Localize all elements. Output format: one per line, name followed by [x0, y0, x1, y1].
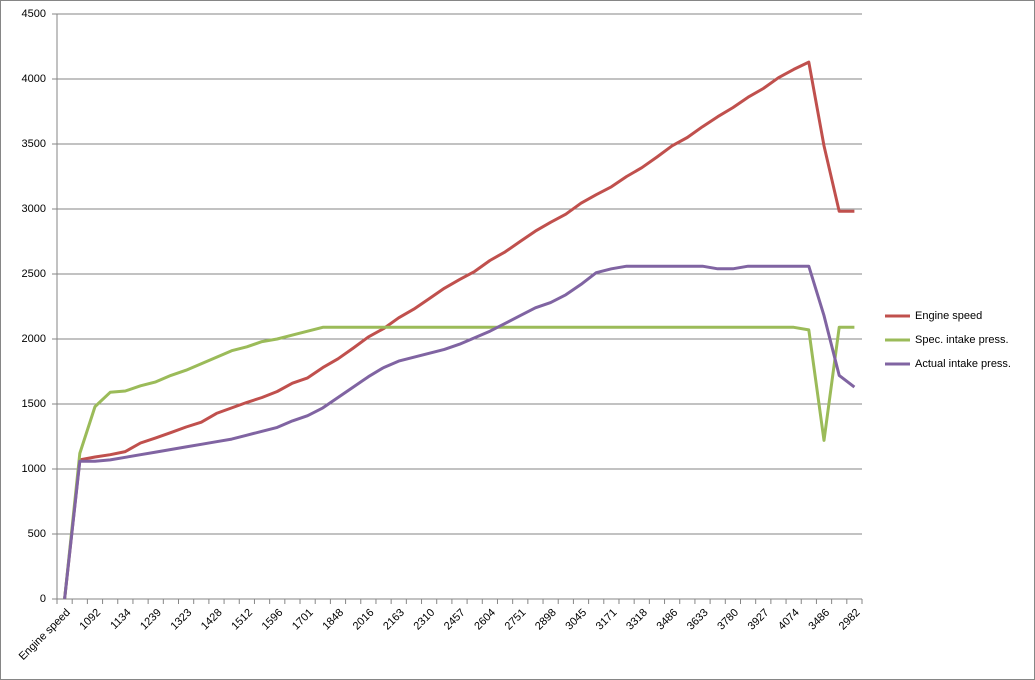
y-tick-label: 4500 — [22, 8, 46, 20]
y-tick-label: 1000 — [22, 463, 46, 475]
y-tick-label: 1500 — [22, 398, 46, 410]
legend-label: Actual intake press. — [915, 358, 1011, 370]
y-tick-label: 0 — [40, 593, 46, 605]
y-tick-label: 2500 — [22, 268, 46, 280]
legend-label: Spec. intake press. — [915, 334, 1009, 346]
y-tick-label: 3500 — [22, 138, 46, 150]
y-tick-label: 4000 — [22, 73, 46, 85]
series-line — [63, 325, 855, 600]
y-tick-label: 3000 — [22, 203, 46, 215]
series-line — [63, 60, 855, 600]
y-tick-label: 500 — [28, 528, 46, 540]
legend-label: Engine speed — [915, 310, 982, 322]
y-tick-label: 2000 — [22, 333, 46, 345]
series-line — [63, 264, 856, 600]
